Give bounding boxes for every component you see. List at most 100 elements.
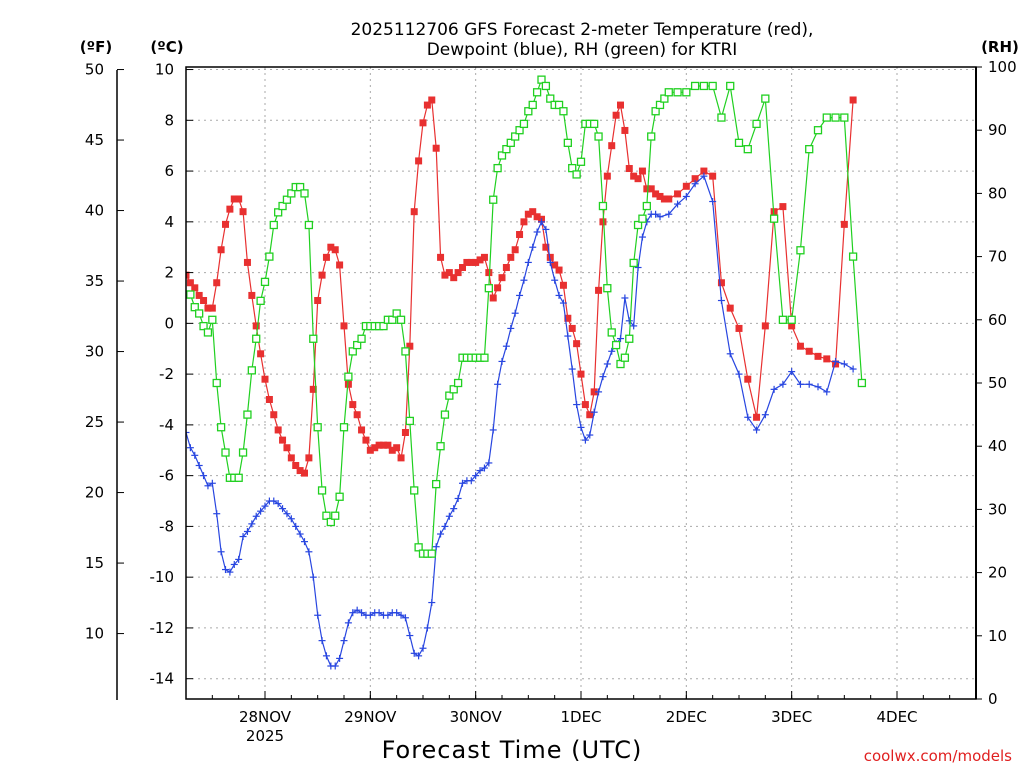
rh-point bbox=[274, 208, 283, 217]
dewpoint-point bbox=[415, 652, 423, 660]
rh-point bbox=[726, 81, 735, 91]
temperature-point bbox=[463, 258, 471, 266]
dewpoint-point bbox=[375, 609, 383, 617]
rh-point bbox=[778, 315, 788, 324]
rh-point bbox=[590, 119, 599, 129]
rh-point bbox=[199, 321, 208, 331]
celsius-tick-label: -12 bbox=[150, 619, 175, 637]
temperature-point bbox=[410, 208, 418, 216]
rh-point bbox=[348, 347, 357, 356]
rh-point bbox=[537, 75, 546, 84]
temperature-point bbox=[814, 352, 822, 360]
dewpoint-point bbox=[292, 522, 300, 530]
dewpoint-point bbox=[559, 299, 567, 307]
rh-point bbox=[432, 479, 441, 489]
rh-point bbox=[541, 81, 551, 91]
dewpoint-point bbox=[331, 662, 339, 670]
dewpoint-point bbox=[568, 365, 576, 373]
fahrenheit-unit-label: (ºF) bbox=[80, 38, 112, 56]
rh-point bbox=[326, 517, 335, 527]
temperature-point bbox=[840, 220, 848, 228]
dewpoint-point bbox=[546, 258, 554, 266]
temperature-point bbox=[700, 167, 708, 175]
fahrenheit-tick-label: 30 bbox=[85, 343, 104, 361]
fahrenheit-tick-label: 25 bbox=[85, 413, 104, 431]
dewpoint-point bbox=[682, 192, 690, 200]
rh-point bbox=[629, 258, 638, 268]
temperature-point bbox=[533, 213, 541, 221]
x-tick-sublabel: 2025 bbox=[246, 727, 284, 745]
temperature-point bbox=[336, 261, 344, 269]
rh-point bbox=[607, 328, 616, 337]
x-tick-label: 1DEC bbox=[560, 708, 601, 726]
temperature-point bbox=[248, 291, 256, 299]
rh-point bbox=[673, 88, 682, 97]
dewpoint-point bbox=[573, 401, 581, 409]
temperature-point bbox=[239, 208, 247, 216]
temperature-point bbox=[191, 284, 199, 292]
rh-point bbox=[331, 511, 340, 520]
rh-point bbox=[651, 107, 660, 116]
rh-point bbox=[616, 359, 625, 369]
temperature-point bbox=[314, 297, 322, 305]
temperature-point bbox=[415, 157, 423, 165]
credit-link[interactable]: coolwx.com/models bbox=[864, 747, 1012, 765]
celsius-tick-label: 4 bbox=[164, 213, 174, 231]
temperature-point bbox=[467, 258, 475, 266]
rh-point bbox=[761, 94, 770, 103]
dewpoint-point bbox=[630, 322, 638, 330]
temperature-point bbox=[252, 322, 260, 330]
temperature-point bbox=[441, 271, 449, 279]
dewpoint-point bbox=[450, 505, 458, 513]
rh-point bbox=[405, 416, 414, 426]
dewpoint-point bbox=[520, 276, 528, 284]
dewpoint-point bbox=[222, 566, 229, 574]
temperature-point bbox=[186, 271, 190, 279]
temperature-point bbox=[366, 446, 374, 454]
rh-point bbox=[528, 100, 537, 110]
temperature-point bbox=[586, 411, 594, 419]
temperature-point bbox=[691, 175, 699, 183]
dewpoint-point bbox=[485, 459, 493, 467]
x-tick-label: 2DEC bbox=[666, 708, 707, 726]
temperature-point bbox=[507, 253, 515, 261]
dewpoint-point bbox=[283, 510, 291, 518]
temperature-point bbox=[573, 340, 581, 348]
rh-point bbox=[734, 138, 744, 147]
dewpoint-point bbox=[243, 527, 251, 535]
temperature-point bbox=[243, 258, 251, 266]
rh-point bbox=[831, 113, 840, 122]
rh-point bbox=[664, 88, 673, 97]
temperature-point bbox=[656, 192, 664, 200]
temperature-point bbox=[546, 253, 554, 261]
celsius-tick-label: -4 bbox=[159, 416, 174, 434]
dewpoint-point bbox=[257, 507, 265, 515]
temperature-point bbox=[682, 182, 690, 190]
dewpoint-point bbox=[287, 515, 295, 523]
dewpoint-point bbox=[586, 431, 594, 439]
dewpoint-point bbox=[401, 614, 409, 622]
rh-point bbox=[203, 328, 213, 337]
rh-point bbox=[708, 81, 717, 91]
dewpoint-point bbox=[595, 388, 603, 396]
temperature-point bbox=[353, 411, 361, 419]
rh-point bbox=[335, 492, 344, 501]
rh-point bbox=[440, 410, 450, 419]
dewpoint-point bbox=[318, 637, 326, 645]
temperature-point bbox=[577, 370, 585, 378]
rh-point bbox=[379, 321, 388, 331]
dewpoint-point bbox=[665, 210, 673, 218]
temperature-point bbox=[494, 284, 502, 292]
rh-point bbox=[247, 366, 256, 375]
dewpoint-point bbox=[581, 436, 589, 444]
rh-point bbox=[594, 132, 603, 141]
dewpoint-point bbox=[235, 555, 243, 563]
rh-point bbox=[295, 182, 305, 192]
temperature-point bbox=[823, 355, 831, 363]
rh-point bbox=[682, 88, 691, 97]
temperature-point bbox=[753, 413, 761, 421]
temperature-point bbox=[489, 294, 497, 302]
temperature-point bbox=[222, 220, 229, 228]
dewpoint-point bbox=[744, 413, 752, 421]
temperature-point bbox=[358, 426, 366, 434]
